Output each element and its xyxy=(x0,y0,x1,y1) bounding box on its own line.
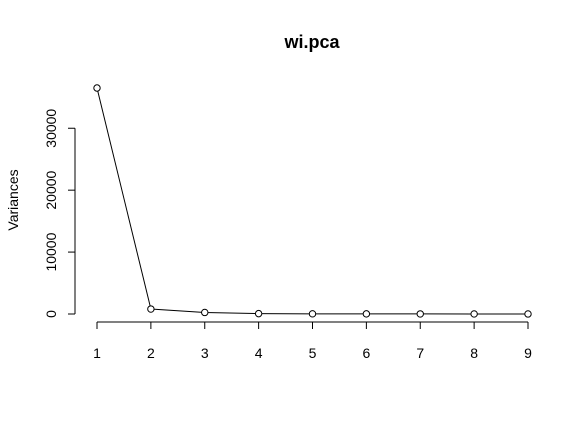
x-tick-label: 3 xyxy=(201,345,209,361)
x-tick-label: 2 xyxy=(147,345,155,361)
data-point xyxy=(201,308,209,317)
data-point xyxy=(416,310,424,318)
y-axis-label: Variances xyxy=(5,169,21,230)
y-tick-label: 10000 xyxy=(43,232,59,271)
data-point xyxy=(147,305,155,313)
x-tick-label: 1 xyxy=(93,345,101,361)
x-axis: 1 2 3 4 5 6 7 8 9 xyxy=(93,321,532,361)
x-tick-label: 8 xyxy=(470,345,478,361)
x-tick-label: 6 xyxy=(362,345,370,361)
y-tick-label: 30000 xyxy=(43,109,59,148)
y-tick-label: 0 xyxy=(43,310,59,318)
y-tick-label: 20000 xyxy=(43,170,59,209)
data-point xyxy=(254,309,263,318)
data-point xyxy=(362,310,371,318)
x-tick-label: 9 xyxy=(524,345,532,361)
series-line xyxy=(96,87,529,315)
data-point xyxy=(470,310,478,318)
data-point xyxy=(308,310,317,318)
chart-title: wi.pca xyxy=(283,32,340,52)
data-point xyxy=(93,84,101,92)
y-axis: 0 10000 20000 30000 xyxy=(43,109,76,318)
x-tick-label: 5 xyxy=(309,345,317,361)
x-tick-label: 4 xyxy=(255,345,263,361)
x-tick-label: 7 xyxy=(416,345,424,361)
data-point xyxy=(524,310,532,318)
data-points xyxy=(93,84,532,318)
